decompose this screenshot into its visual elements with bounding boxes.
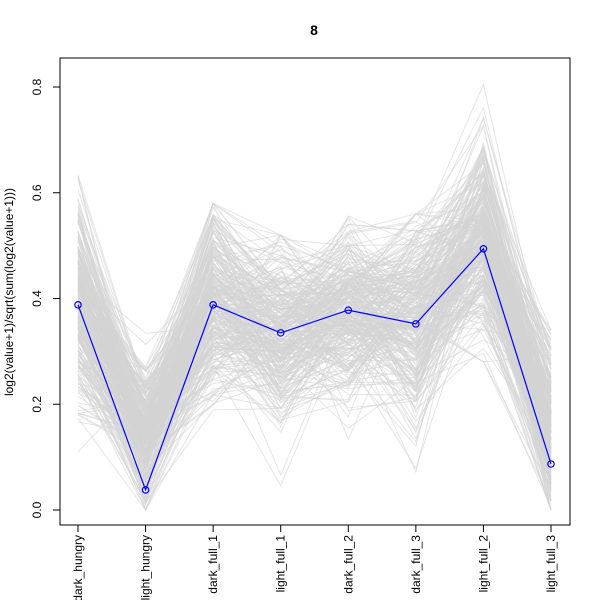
y-tick-label: 0.6	[30, 184, 44, 201]
background-profile-line	[77, 246, 552, 493]
background-profile-line	[77, 208, 552, 402]
x-tick-label: light_full_3	[544, 535, 558, 593]
x-tick-label: light_full_2	[476, 535, 490, 593]
y-tick-label: 0.2	[30, 396, 44, 413]
data-point	[74, 301, 82, 309]
data-point	[141, 486, 150, 494]
y-axis-label: log2(value+1)/sqrt(sum(log2(value+1)))	[2, 188, 16, 396]
background-profile-line	[77, 170, 552, 428]
background-profile-line	[77, 248, 552, 451]
background-profile-line	[77, 213, 552, 453]
background-profile-line	[77, 179, 552, 444]
background-profile-line	[77, 181, 552, 431]
x-tick-label: light_hungry	[139, 535, 153, 600]
x-tick-label: dark_full_3	[409, 535, 423, 594]
background-profile-line	[77, 308, 552, 485]
data-point	[276, 329, 285, 337]
x-tick-label: dark_full_1	[206, 535, 220, 594]
background-profile-line	[77, 246, 552, 460]
highlighted-series	[74, 244, 555, 494]
chart-title: 8	[310, 22, 318, 38]
y-tick-label: 0.0	[30, 501, 44, 518]
background-profile-line	[77, 183, 552, 419]
x-tick-label: dark_full_2	[341, 535, 355, 594]
background-profile-line	[77, 218, 552, 411]
background-profile-line	[77, 273, 552, 421]
background-profile-line	[77, 156, 552, 385]
data-point	[209, 301, 217, 309]
x-tick-label: dark_hungry	[71, 535, 85, 600]
series-line	[77, 247, 552, 492]
background-profile-line	[77, 206, 552, 415]
data-point	[547, 460, 555, 468]
data-point	[412, 320, 420, 328]
data-point	[479, 244, 488, 253]
background-profile-line	[77, 311, 552, 511]
y-tick-label: 0.4	[30, 290, 44, 307]
x-axis: dark_hungry light_hungry dark_full_1 light_…	[71, 524, 558, 600]
background-profile-line	[77, 176, 552, 456]
y-tick-label: 0.8	[30, 78, 44, 95]
data-point	[344, 306, 353, 314]
y-axis: 0.0 0.2 0.4 0.6 0.8	[30, 78, 61, 518]
background-profile-line	[77, 243, 552, 431]
x-tick-label: light_full_1	[274, 535, 288, 593]
background-profile-line	[77, 154, 552, 474]
background-profile-line	[77, 214, 552, 502]
background-profiles	[77, 82, 552, 512]
